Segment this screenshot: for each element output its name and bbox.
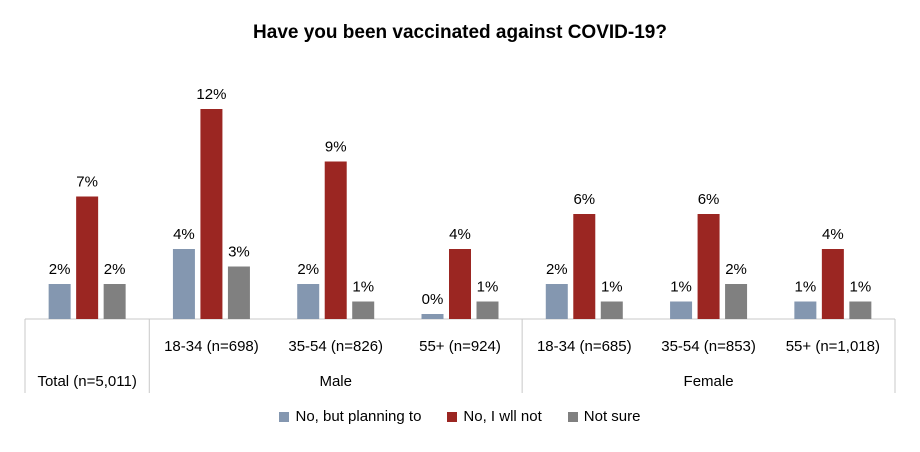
x-tick-label: 55+ (n=1,018) (786, 338, 880, 355)
legend-label: Not sure (583, 408, 641, 425)
data-label: 1% (795, 279, 817, 296)
legend-label: No, but planning to (295, 408, 422, 425)
bar (725, 284, 748, 319)
data-label: 1% (850, 279, 872, 296)
data-label: 7% (76, 174, 98, 191)
bar (573, 214, 596, 319)
data-label: 1% (352, 279, 374, 296)
bar (545, 284, 568, 319)
x-tick-label: 18-34 (n=698) (164, 338, 259, 355)
bar (297, 284, 320, 319)
legend-label: No, I wll not (463, 408, 542, 425)
x-tick-label: 18-34 (n=685) (537, 338, 632, 355)
data-label: 6% (698, 191, 720, 208)
bar (449, 249, 471, 319)
legend-swatch (279, 411, 290, 422)
x-tick-label: Total (n=5,011) (37, 373, 136, 390)
x-tick-label: 55+ (n=924) (419, 338, 501, 355)
group-label: Female (684, 373, 734, 390)
bar (697, 214, 720, 319)
bar (352, 301, 375, 319)
group-label: Male (319, 373, 352, 390)
data-label: 6% (573, 191, 595, 208)
data-label: 2% (725, 261, 747, 278)
legend-swatch (567, 411, 578, 422)
bar (172, 249, 195, 319)
bar (324, 161, 347, 319)
bar (421, 314, 444, 319)
x-tick-label: 35-54 (n=826) (288, 338, 383, 355)
bar (76, 196, 99, 319)
bar (476, 301, 499, 319)
bar (849, 301, 872, 319)
data-label: 3% (228, 244, 250, 261)
plot-area: 2% 7% 2% Total (n=5,011) 4% 12% 3% 18-34 (n=698… (24, 86, 896, 393)
bar (600, 301, 623, 319)
data-label: 0% (422, 291, 444, 308)
data-label: 2% (49, 261, 71, 278)
data-label: 4% (449, 226, 471, 243)
x-tick-label: 35-54 (n=853) (661, 338, 756, 355)
data-label: 1% (670, 279, 692, 296)
legend-item-planning: No, but planning to (279, 408, 421, 425)
data-label: 2% (104, 261, 126, 278)
bar (48, 284, 71, 319)
bar (794, 301, 817, 319)
data-label: 9% (325, 139, 347, 156)
legend-item-will-not: No, I wll not (447, 408, 542, 425)
legend: No, but planning to No, I wll not Not su… (0, 408, 920, 425)
legend-item-not-sure: Not sure (567, 408, 641, 425)
bar (227, 266, 250, 319)
bar (821, 249, 844, 319)
bar (103, 284, 126, 319)
data-label: 2% (546, 261, 568, 278)
bar (200, 109, 223, 319)
legend-swatch (447, 411, 458, 422)
chart-title: Have you been vaccinated against COVID-1… (253, 22, 667, 43)
data-label: 4% (173, 226, 195, 243)
data-label: 4% (822, 226, 844, 243)
data-label: 1% (477, 279, 499, 296)
data-label: 12% (196, 86, 226, 103)
data-label: 1% (601, 279, 623, 296)
data-label: 2% (297, 261, 319, 278)
bar (670, 301, 693, 319)
